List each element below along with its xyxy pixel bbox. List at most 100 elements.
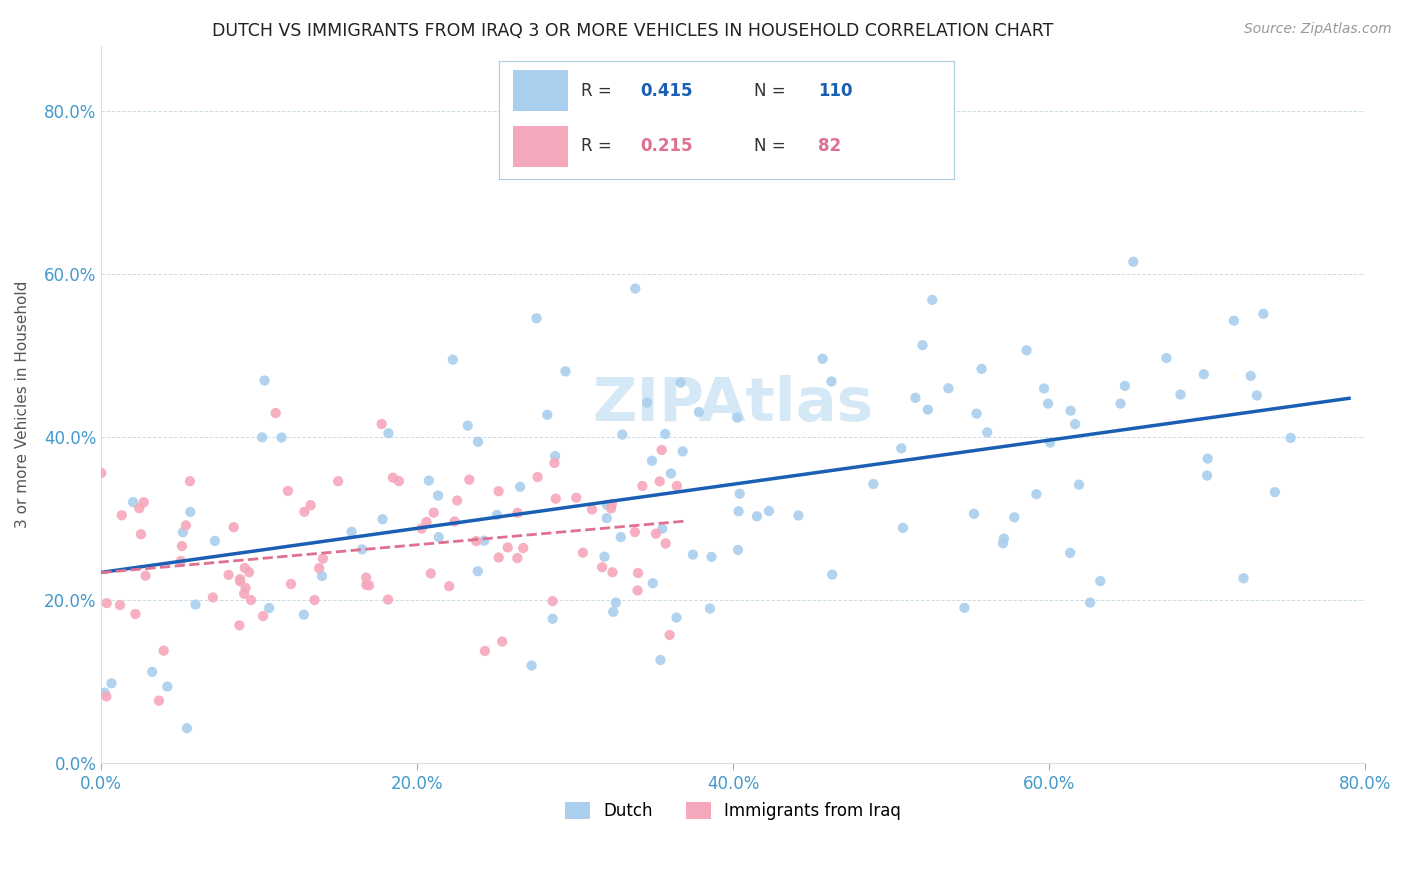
- Point: [354, 570, 377, 584]
- Point: [467, 434, 489, 449]
- Point: [543, 456, 565, 470]
- Point: [465, 534, 488, 549]
- Point: [174, 518, 197, 533]
- Point: [96, 596, 118, 610]
- Point: [993, 532, 1015, 546]
- Point: [891, 521, 914, 535]
- Point: [233, 561, 256, 575]
- Point: [728, 486, 751, 500]
- Point: [644, 526, 666, 541]
- Point: [1025, 487, 1047, 501]
- Point: [976, 425, 998, 440]
- Point: [658, 628, 681, 642]
- Point: [122, 495, 145, 509]
- Point: [437, 579, 460, 593]
- Point: [457, 418, 479, 433]
- Point: [411, 522, 433, 536]
- Point: [526, 311, 548, 326]
- Point: [536, 408, 558, 422]
- Point: [488, 550, 510, 565]
- Point: [700, 549, 723, 564]
- Point: [304, 593, 326, 607]
- Point: [312, 551, 335, 566]
- Point: [370, 417, 392, 431]
- Point: [654, 426, 676, 441]
- Point: [745, 509, 768, 524]
- Point: [128, 501, 150, 516]
- Text: ZIPAtlas: ZIPAtlas: [592, 376, 873, 434]
- Point: [377, 592, 399, 607]
- Point: [938, 381, 960, 395]
- Point: [377, 426, 399, 441]
- Point: [581, 502, 603, 516]
- Point: [554, 364, 576, 378]
- Point: [350, 542, 373, 557]
- Point: [506, 506, 529, 520]
- Point: [787, 508, 810, 523]
- Point: [699, 601, 721, 615]
- Point: [253, 374, 276, 388]
- Point: [1067, 477, 1090, 491]
- Point: [1197, 451, 1219, 466]
- Point: [963, 507, 986, 521]
- Point: [725, 410, 748, 425]
- Point: [134, 568, 156, 582]
- Point: [890, 442, 912, 456]
- Point: [672, 444, 695, 458]
- Point: [340, 524, 363, 539]
- Point: [612, 427, 634, 442]
- Point: [627, 566, 650, 580]
- Point: [727, 504, 749, 518]
- Point: [591, 560, 613, 574]
- Point: [1264, 485, 1286, 500]
- Point: [129, 527, 152, 541]
- Y-axis label: 3 or more Vehicles in Household: 3 or more Vehicles in Household: [15, 281, 30, 528]
- Point: [506, 551, 529, 566]
- Point: [600, 501, 623, 516]
- Point: [299, 498, 322, 512]
- Point: [235, 581, 257, 595]
- Point: [970, 362, 993, 376]
- Point: [1156, 351, 1178, 365]
- Point: [229, 572, 252, 586]
- Point: [170, 554, 193, 568]
- Point: [565, 491, 588, 505]
- Point: [602, 566, 624, 580]
- Point: [124, 607, 146, 621]
- Point: [758, 504, 780, 518]
- Point: [141, 665, 163, 679]
- Point: [264, 406, 287, 420]
- Point: [596, 511, 619, 525]
- Point: [491, 634, 513, 648]
- Point: [1192, 368, 1215, 382]
- Legend: Dutch, Immigrants from Iraq: Dutch, Immigrants from Iraq: [558, 795, 908, 827]
- Point: [572, 546, 595, 560]
- Point: [280, 577, 302, 591]
- Point: [277, 483, 299, 498]
- Point: [650, 653, 672, 667]
- Point: [631, 479, 654, 493]
- Point: [544, 491, 567, 506]
- Point: [1114, 379, 1136, 393]
- Point: [665, 610, 688, 624]
- Point: [218, 567, 240, 582]
- Point: [641, 576, 664, 591]
- Point: [911, 338, 934, 352]
- Point: [371, 512, 394, 526]
- Point: [953, 600, 976, 615]
- Point: [600, 497, 623, 511]
- Point: [659, 467, 682, 481]
- Point: [596, 498, 619, 512]
- Point: [1015, 343, 1038, 358]
- Point: [688, 405, 710, 419]
- Point: [624, 524, 647, 539]
- Point: [610, 530, 633, 544]
- Point: [228, 618, 250, 632]
- Point: [388, 474, 411, 488]
- Point: [636, 395, 658, 409]
- Point: [488, 484, 510, 499]
- Point: [641, 454, 664, 468]
- Point: [1109, 396, 1132, 410]
- Point: [605, 596, 627, 610]
- Point: [252, 609, 274, 624]
